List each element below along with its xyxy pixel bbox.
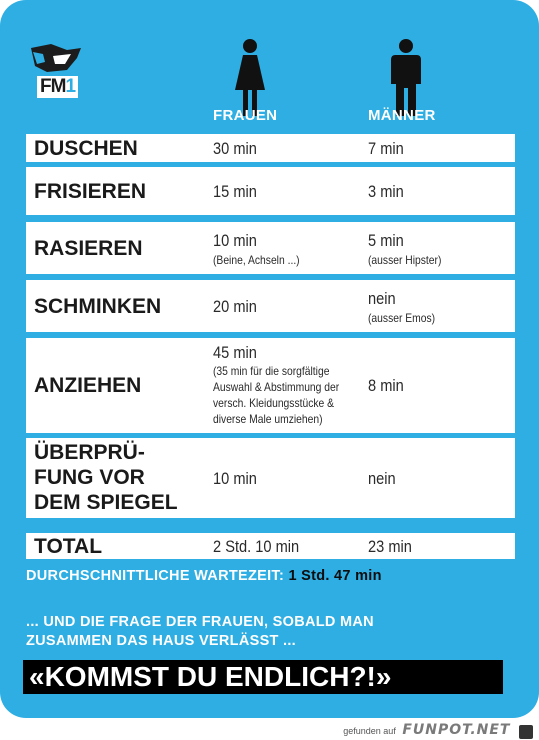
men-note: (ausser Hipster) — [368, 253, 442, 267]
women-value: 2 Std. 10 min — [213, 537, 300, 556]
average-wait-time: DURCHSCHNITTLICHE WARTEZEIT: 1 Std. 47 m… — [26, 568, 382, 584]
women-note-line: (35 min für die sorgfältige — [213, 364, 330, 378]
fm1-logo: FM1 — [27, 44, 87, 100]
row-label: ÜBERPRÜ- FUNG VOR DEM SPIEGEL — [34, 440, 178, 515]
men-value: nein (ausser Emos) — [368, 289, 435, 326]
men-value: 3 min — [368, 182, 404, 201]
row-frisieren: FRISIEREN 15 min 3 min — [26, 167, 515, 215]
men-value: 8 min — [368, 376, 404, 395]
row-label: RASIEREN — [34, 237, 143, 260]
summary-label: DURCHSCHNITTLICHE WARTEZEIT: — [26, 568, 285, 584]
logo-mascot-icon — [31, 44, 81, 72]
footer-prefix: gefunden auf — [343, 726, 396, 736]
women-note-line: versch. Kleidungsstücke & — [213, 396, 335, 410]
men-value: 23 min — [368, 537, 412, 556]
man-icon — [391, 39, 421, 116]
women-value: 10 min — [213, 469, 257, 488]
women-value: 20 min — [213, 297, 257, 316]
men-value: 5 min (ausser Hipster) — [368, 231, 441, 268]
question-line: ZUSAMMEN DAS HAUS VERLÄSST ... — [26, 633, 297, 649]
infographic-card: FM1 FRAUEN MÄNNER DUSCHEN 30 min 7 min F… — [0, 0, 539, 718]
women-value: 10 min (Beine, Achseln ...) — [213, 231, 300, 268]
women-note-line: Auswahl & Abstimmung der — [213, 380, 340, 394]
summary-value: 1 Std. 47 min — [288, 568, 382, 584]
row-spiegel: ÜBERPRÜ- FUNG VOR DEM SPIEGEL 10 min nei… — [26, 438, 515, 518]
women-note-line: diverse Male umziehen) — [213, 412, 323, 426]
row-label: ANZIEHEN — [34, 374, 142, 397]
row-anziehen: ANZIEHEN 45 min (35 min für die sorgfält… — [26, 338, 515, 433]
row-label-line: ÜBERPRÜ- — [34, 441, 145, 464]
row-label: DUSCHEN — [34, 137, 138, 160]
women-value: 15 min — [213, 182, 257, 201]
shout-banner: «KOMMST DU ENDLICH?!» — [23, 660, 503, 694]
women-value: 45 min (35 min für die sorgfältige Auswa… — [213, 343, 339, 427]
row-label: FRISIEREN — [34, 180, 147, 203]
column-header-women: FRAUEN — [213, 107, 278, 124]
men-note: (ausser Emos) — [368, 311, 436, 325]
row-total: TOTAL 2 Std. 10 min 23 min — [26, 533, 515, 559]
women-value: 30 min — [213, 139, 257, 158]
row-duschen: DUSCHEN 30 min 7 min — [26, 134, 515, 162]
row-label: SCHMINKEN — [34, 295, 162, 318]
row-label-line: FUNG VOR — [34, 466, 145, 489]
funpot-logo-icon — [519, 724, 533, 739]
logo-text: FM1 — [37, 76, 79, 98]
row-label: TOTAL — [34, 535, 103, 558]
footer-credit: gefunden auf FUNPOT.NET — [343, 722, 533, 739]
question-text: ... UND DIE FRAGE DER FRAUEN, SOBALD MAN… — [26, 613, 374, 651]
men-time: nein — [368, 289, 396, 308]
men-time: 5 min — [368, 231, 404, 250]
footer-brand: FUNPOT.NET — [402, 722, 511, 738]
question-line: ... UND DIE FRAGE DER FRAUEN, SOBALD MAN — [26, 614, 374, 630]
women-time: 45 min — [213, 343, 257, 362]
row-label-line: DEM SPIEGEL — [34, 491, 178, 514]
women-note: (Beine, Achseln ...) — [213, 253, 300, 267]
women-time: 10 min — [213, 231, 257, 250]
row-rasieren: RASIEREN 10 min (Beine, Achseln ...) 5 m… — [26, 222, 515, 274]
men-value: 7 min — [368, 139, 404, 158]
woman-icon — [235, 39, 265, 116]
column-header-men: MÄNNER — [368, 107, 436, 124]
men-value: nein — [368, 469, 396, 488]
row-schminken: SCHMINKEN 20 min nein (ausser Emos) — [26, 280, 515, 332]
